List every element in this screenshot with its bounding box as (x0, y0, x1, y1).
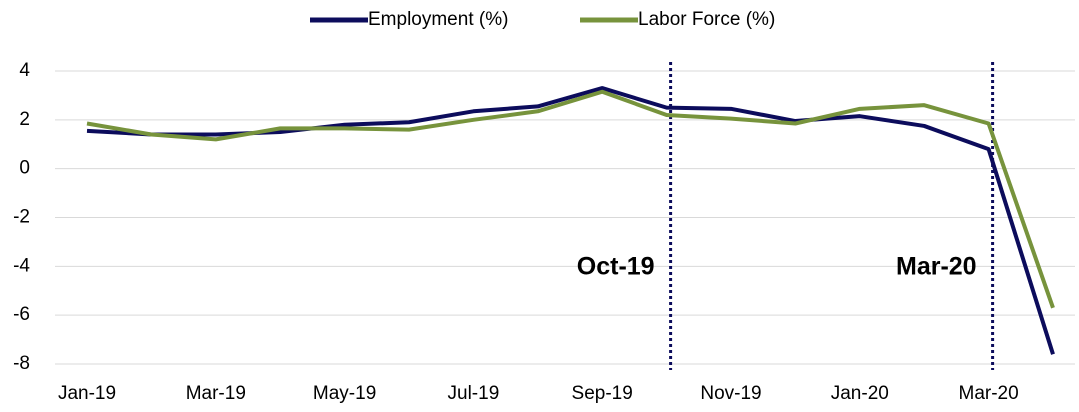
legend-label: Employment (%) (368, 9, 508, 30)
y-tick-label: 0 (19, 158, 30, 179)
y-tick-label: 4 (19, 60, 30, 81)
x-tick-label: Mar-20 (959, 383, 1019, 404)
x-tick-label: Jan-20 (831, 383, 889, 404)
y-tick-label: -4 (13, 255, 30, 276)
legend-label: Labor Force (%) (638, 9, 775, 30)
x-tick-label: Mar-19 (186, 383, 246, 404)
x-tick-label: Jul-19 (448, 383, 500, 404)
x-tick-label: Jan-19 (58, 383, 116, 404)
series-line (86, 86, 1055, 355)
y-tick-label: -6 (13, 304, 30, 325)
y-tick-label: -8 (13, 353, 30, 374)
x-tick-label: Sep-19 (572, 383, 633, 404)
y-tick-label: -2 (13, 207, 30, 228)
series-line (86, 89, 1055, 309)
annotation: Mar-20 (896, 253, 977, 281)
x-tick-label: May-19 (313, 383, 376, 404)
x-tick-label: Nov-19 (700, 383, 761, 404)
y-tick-label: 2 (19, 109, 30, 130)
annotation: Oct-19 (577, 253, 655, 281)
